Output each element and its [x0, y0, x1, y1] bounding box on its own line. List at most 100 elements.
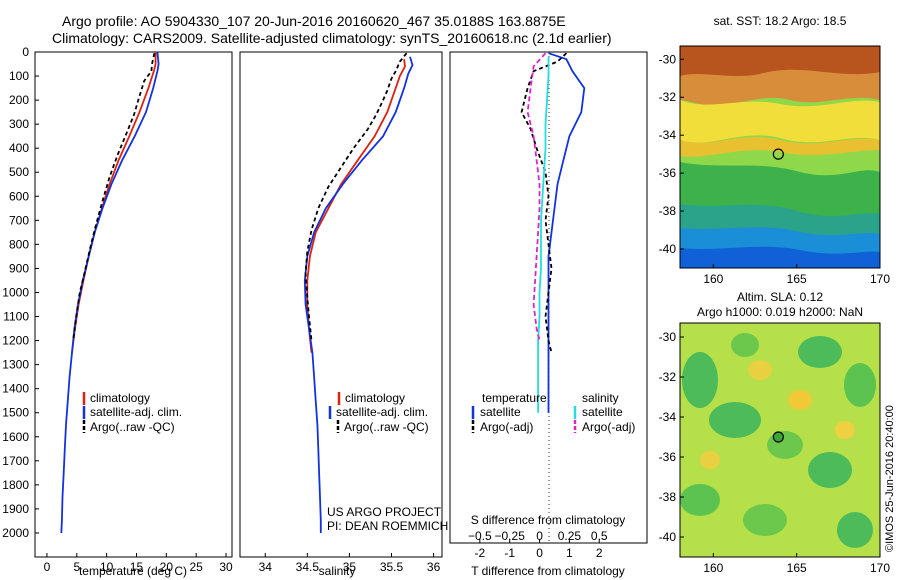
salinity-ticks: 34 34.5 35 35.5 36: [259, 553, 441, 574]
salinity-panel: 34 34.5 35 35.5 36 salinity climatology sate…: [239, 51, 448, 578]
x-tick-label: -2: [475, 546, 486, 560]
temperature-panel: 0 5 10 15 20 25 300100200300400500600700800900…: [2, 45, 233, 578]
difference-panel: -2 -1 0 1 2 −0.5 −0.25 0 0.25 0.5 S difference fr…: [449, 51, 648, 578]
x-tick-label: 25: [190, 560, 204, 574]
temperature-legend-argo: Argo(..raw -QC): [90, 420, 175, 434]
x2-tick-label: 0: [536, 529, 543, 543]
y-tick-label: 100: [9, 69, 29, 83]
temperature-axes-frame: [34, 51, 233, 558]
map-y-tick-label: -30: [659, 330, 677, 344]
x-tick-label: 0: [536, 546, 543, 560]
profile-title: Argo profile: AO 5904330_107 20-Jun-2016…: [62, 13, 566, 29]
salinity-series-satellite-adj-clim: [303, 56, 414, 533]
y-tick-label: 1300: [2, 358, 29, 372]
temperature-legend-satellite: satellite-adj. clim.: [90, 405, 182, 419]
sla-ticks: 160 165 170 -30 -32 -34 -36 -38 -40: [659, 330, 891, 575]
map-y-tick-label: -36: [659, 450, 677, 464]
sla-subtitle: Argo h1000: 0.019 h2000: NaN: [697, 305, 863, 319]
y-tick-label: 1700: [2, 454, 29, 468]
map-x-tick-label: 160: [703, 272, 723, 286]
x-tick-label: 35.5: [380, 560, 404, 574]
y-tick-label: 200: [9, 93, 29, 107]
salinity-axes-frame: [239, 51, 443, 558]
differences-series-temperature-argo-adj: [520, 52, 568, 353]
x2-tick-label: −0.25: [495, 529, 526, 543]
difference-legend-t-argo: Argo(-adj): [480, 420, 533, 434]
x2-tick-label: 0.5: [591, 529, 608, 543]
map-y-tick-label: -32: [659, 370, 677, 384]
map-y-tick-label: -38: [659, 204, 677, 218]
x-tick-label: 34.5: [296, 560, 320, 574]
x-tick-label: 0: [44, 560, 51, 574]
temperature-legend-climatology: climatology: [90, 391, 150, 405]
y-tick-label: 700: [9, 213, 29, 227]
sla-argo-position-marker: [772, 431, 784, 443]
climatology-title: Climatology: CARS2009. Satellite-adjuste…: [52, 30, 612, 46]
y-tick-label: 1000: [2, 285, 29, 299]
sla-map-frame: [679, 322, 881, 558]
salinity-legend-climatology: climatology: [345, 391, 405, 405]
salinity-legend-satellite: satellite-adj. clim.: [336, 405, 428, 419]
salinity-xlabel: salinity: [319, 564, 356, 578]
pi-label: PI: DEAN ROEMMICH: [327, 519, 448, 533]
x-tick-label: 1: [566, 546, 573, 560]
x-tick-label: 35: [343, 560, 357, 574]
legend-header-temperature: temperature: [482, 391, 547, 405]
y-tick-label: 400: [9, 141, 29, 155]
map-x-tick-label: 165: [787, 561, 807, 575]
y-tick-label: 500: [9, 165, 29, 179]
salinity-legend: climatology satellite-adj. clim. Argo(..…: [328, 391, 429, 434]
difference-legend-s-argo: Argo(-adj): [582, 420, 635, 434]
map-y-tick-label: -40: [659, 242, 677, 256]
map-x-tick-label: 170: [870, 561, 890, 575]
differences-series-salinity-argo-adj: [526, 52, 547, 341]
project-label: US ARGO PROJECT: [327, 505, 442, 519]
y-tick-label: 1500: [2, 406, 29, 420]
x-tick-label: -1: [504, 546, 515, 560]
y-tick-label: 1200: [2, 334, 29, 348]
y-tick-label: 0: [22, 45, 29, 59]
y-tick-label: 1600: [2, 430, 29, 444]
map-y-tick-label: -38: [659, 490, 677, 504]
map-y-tick-label: -40: [659, 530, 677, 544]
x-tick-label: 2: [596, 546, 603, 560]
y-tick-label: 900: [9, 261, 29, 275]
difference-legend: temperature salinity satellite Argo(-adj…: [471, 391, 635, 434]
y-tick-label: 2000: [2, 526, 29, 540]
y-tick-label: 1400: [2, 382, 29, 396]
y-tick-label: 1100: [3, 310, 29, 324]
x-tick-label: 30: [219, 560, 233, 574]
legend-header-salinity: salinity: [582, 391, 619, 405]
sla-title: Altim. SLA: 0.12: [737, 290, 823, 304]
y-tick-label: 600: [9, 189, 29, 203]
sst-heatmap: [680, 46, 880, 268]
sst-ticks: 160 165 170 -30 -32 -34 -36 -38 -40: [659, 52, 891, 286]
differences-series-salinity-satellite: [537, 56, 550, 413]
imos-timestamp: ©IMOS 25-Jun-2016 20:40:00: [884, 405, 896, 552]
y-tick-label: 1800: [2, 478, 29, 492]
y-tick-label: 1900: [2, 502, 29, 516]
x2-tick-label: 0.25: [558, 529, 582, 543]
salinity-legend-argo: Argo(..raw -QC): [344, 420, 429, 434]
temperature-ticks: 0 5 10 15 20 25 300100200300400500600700800900…: [2, 45, 233, 574]
difference-legend-s-satellite: satellite: [582, 405, 623, 419]
map-x-tick-label: 160: [703, 561, 723, 575]
map-y-tick-label: -30: [659, 52, 677, 66]
x-tick-label: 34: [259, 560, 273, 574]
sst-argo-position-marker: [772, 148, 784, 160]
map-y-tick-label: -34: [659, 128, 677, 142]
map-y-tick-label: -34: [659, 410, 677, 424]
x-tick-label: 10: [100, 560, 114, 574]
temperature-series-argo-raw-qc: [72, 53, 156, 341]
differences-series-temperature-satellite: [547, 52, 586, 413]
sst-title: sat. SST: 18.2 Argo: 18.5: [714, 14, 847, 28]
difference-lines: [520, 52, 586, 413]
difference-ticks: -2 -1 0 1 2 −0.5 −0.25 0 0.25 0.5: [468, 529, 608, 560]
map-y-tick-label: -32: [659, 90, 677, 104]
y-tick-label: 300: [9, 117, 29, 131]
sla-map-panel: Altim. SLA: 0.12 Argo h1000: 0.019 h2000…: [659, 290, 891, 575]
map-x-tick-label: 165: [787, 272, 807, 286]
x-tick-label: 5: [73, 560, 80, 574]
salinity-lines: [303, 52, 414, 533]
x-tick-label: 36: [427, 560, 441, 574]
